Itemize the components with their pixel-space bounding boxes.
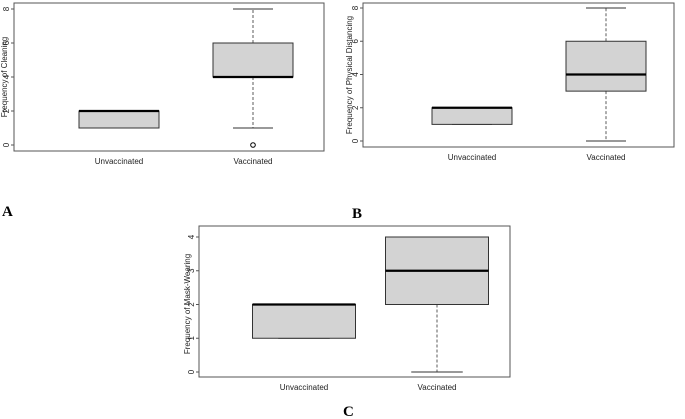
y-tick-label: 2 (2, 108, 11, 113)
outlier-point (250, 142, 256, 148)
y-axis-title: Frequency of Physical Distancing (345, 16, 354, 134)
box-unvaccinated (78, 110, 160, 129)
x-category-label: Unvaccinated (280, 383, 328, 392)
y-tick-label: 0 (351, 138, 360, 143)
y-tick-label: 8 (2, 6, 11, 11)
y-tick-label: 0 (187, 369, 196, 374)
chart-panel-a: 0 2 4 6 8 Frequency of Cleaning Unvaccinated Va… (0, 2, 325, 220)
x-category-label: Unvaccinated (448, 153, 496, 162)
y-axis-title: Frequency of Cleaning (0, 37, 9, 118)
box-vaccinated (212, 42, 294, 78)
y-tick-label: 6 (2, 40, 11, 45)
box-vaccinated (565, 40, 647, 92)
chart-panel-c: 0 1 2 3 4 Frequency of Mask-Wearing Unvaccinat… (183, 225, 511, 419)
y-tick-label: 4 (187, 234, 196, 239)
y-tick-label: 2 (187, 302, 196, 307)
panel-label: C (343, 404, 354, 419)
y-axis-title: Frequency of Mask-Wearing (183, 254, 192, 354)
box-unvaccinated (252, 304, 356, 339)
y-tick-label: 4 (351, 72, 360, 77)
y-tick-label: 3 (187, 268, 196, 273)
y-tick-label: 6 (351, 38, 360, 43)
y-tick-label: 0 (2, 142, 11, 147)
x-category-label: Vaccinated (587, 153, 626, 162)
y-tick-label: 2 (351, 105, 360, 110)
box-unvaccinated (431, 107, 513, 125)
y-tick-label: 4 (2, 74, 11, 79)
y-tick-label: 8 (351, 5, 360, 10)
x-category-label: Unvaccinated (95, 157, 143, 166)
panel-label: B (352, 206, 362, 222)
chart-panel-b: 0 2 4 6 8 Frequency of Physical Distancing Unv… (345, 2, 675, 222)
panel-label: A (2, 204, 13, 220)
x-category-label: Vaccinated (234, 157, 273, 166)
y-tick-label: 1 (187, 335, 196, 340)
x-category-label: Vaccinated (418, 383, 457, 392)
